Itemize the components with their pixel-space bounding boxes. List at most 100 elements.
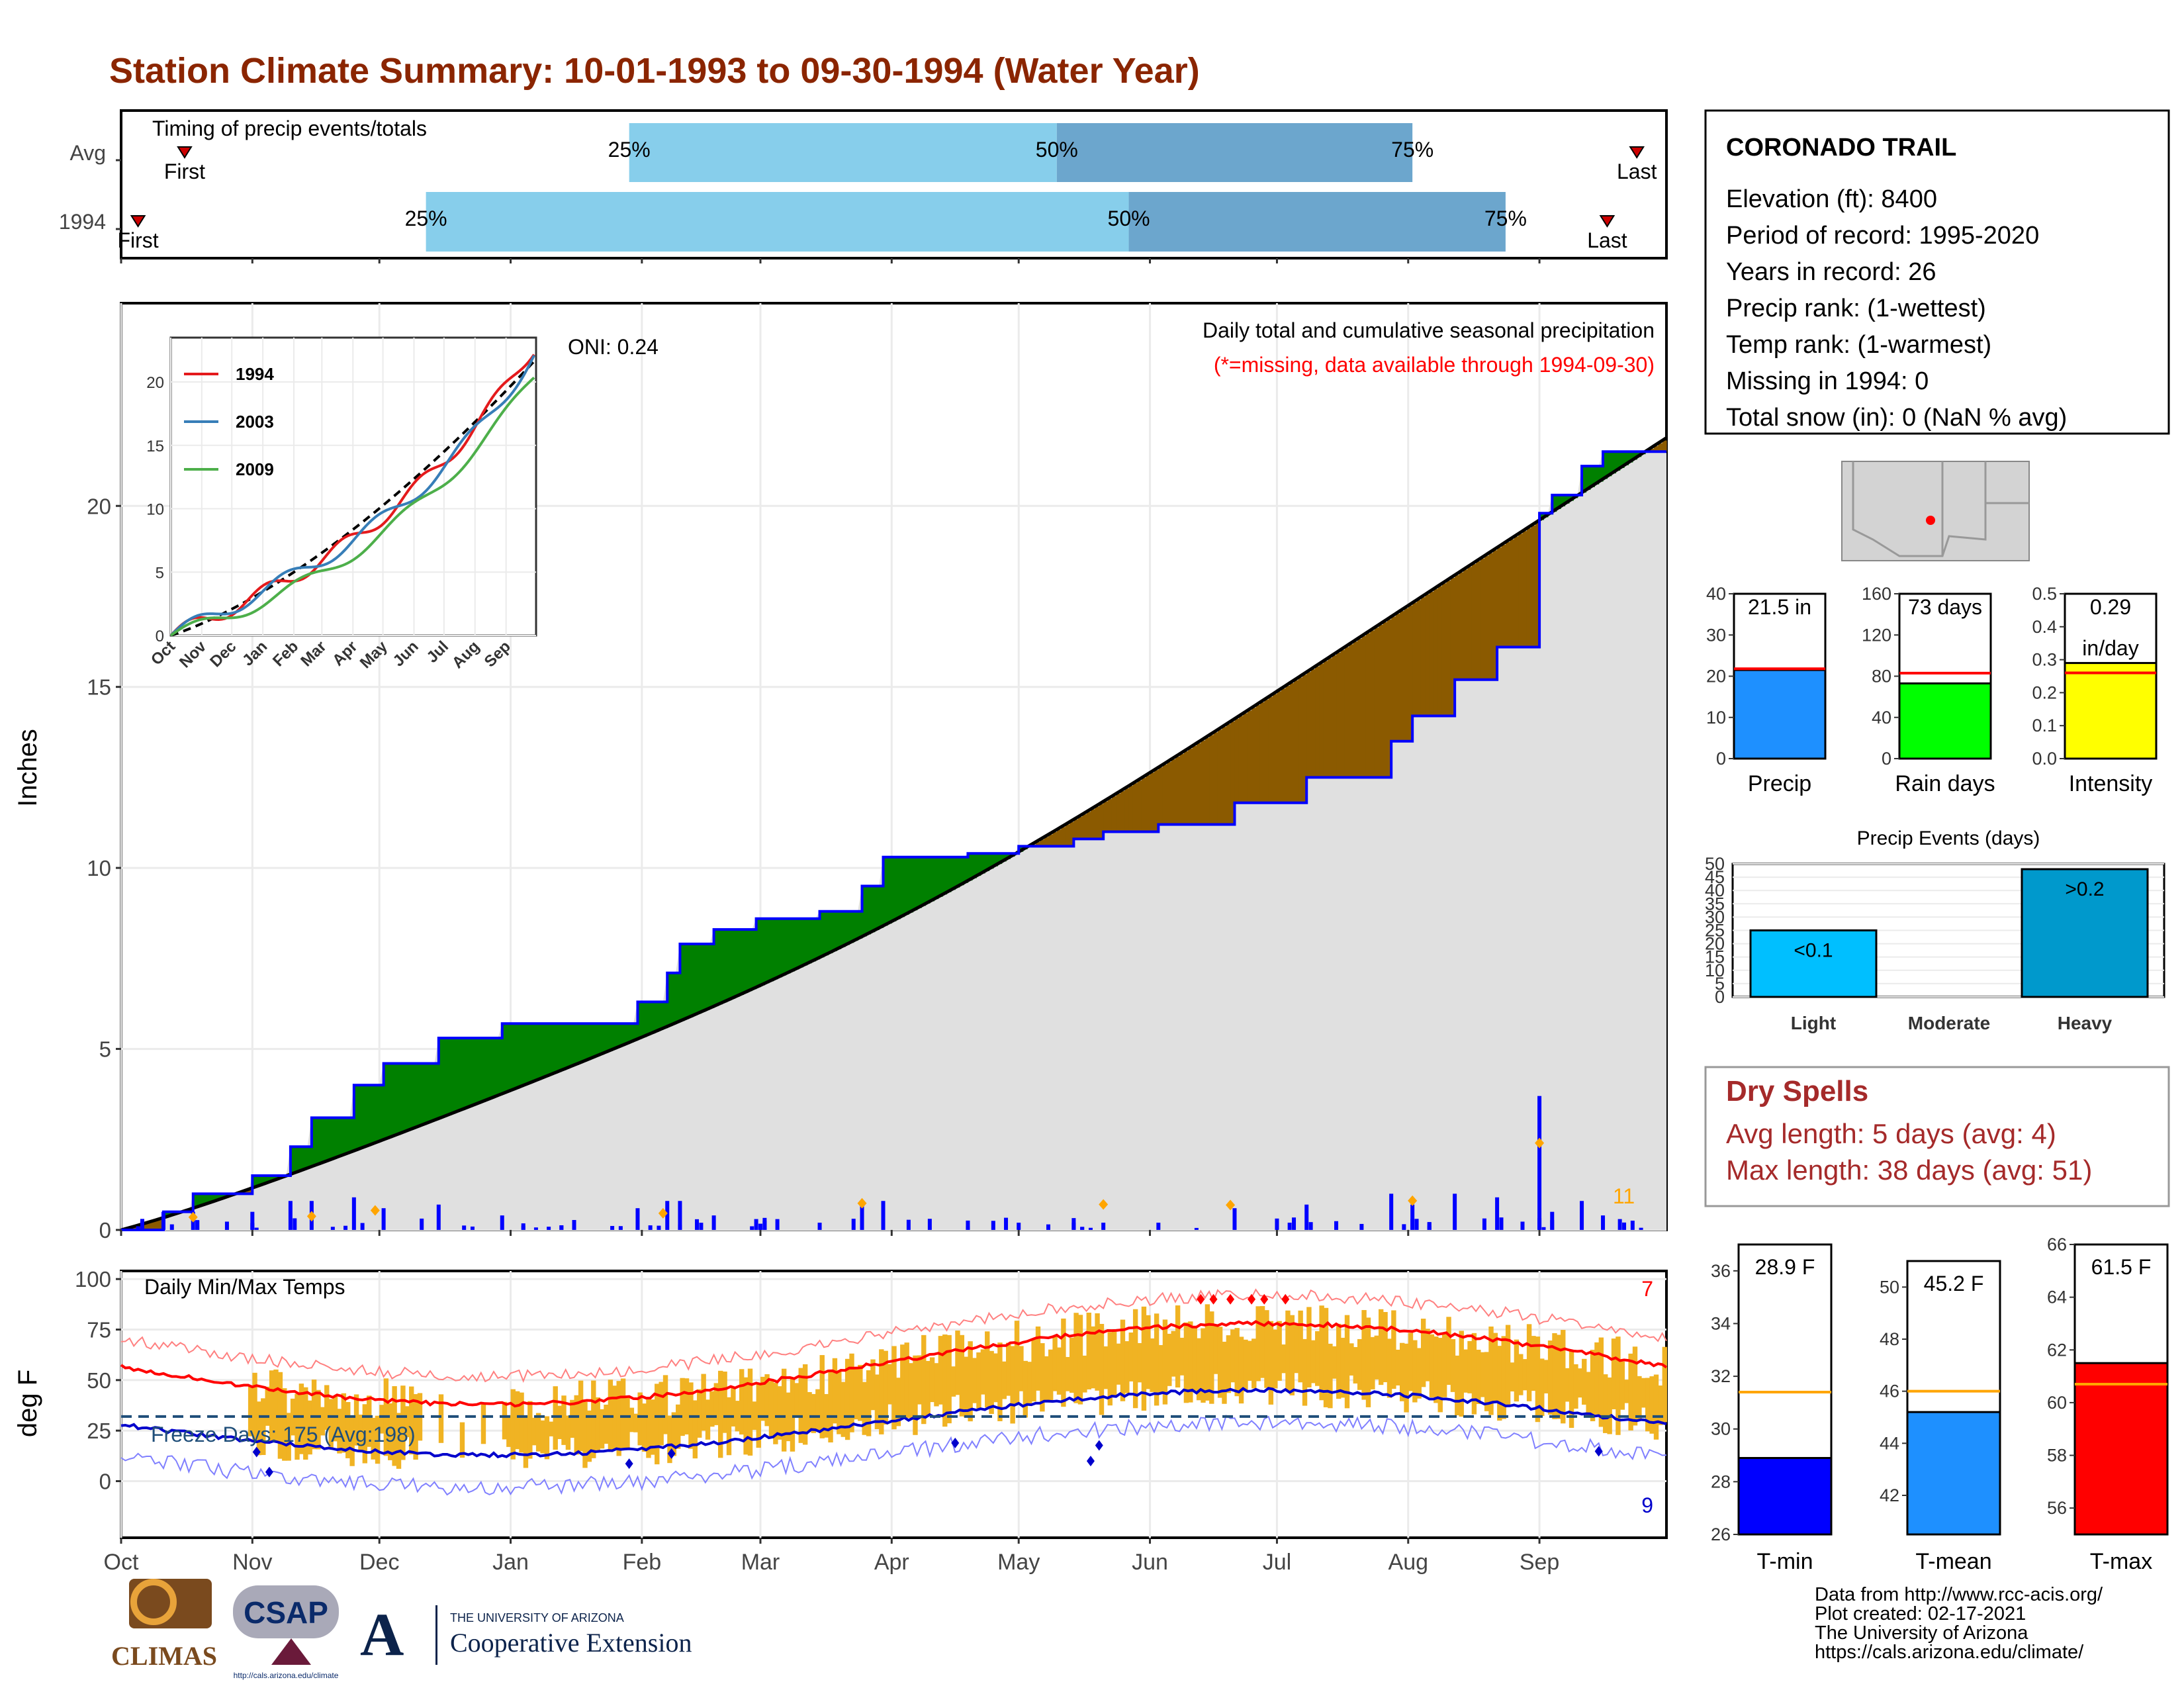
daily-temp-bar <box>1171 1331 1176 1377</box>
daily-precip-bar <box>665 1201 670 1230</box>
daily-temp-bar <box>320 1407 326 1436</box>
departure-band <box>616 1023 621 1048</box>
departure-band <box>1259 702 1265 803</box>
departure-band <box>1429 591 1434 716</box>
departure-band <box>837 911 842 949</box>
first-marker-icon <box>130 215 146 228</box>
inset-y-tick: 10 <box>146 501 164 519</box>
departure-band <box>1488 553 1494 680</box>
daily-temp-bar <box>273 1369 279 1442</box>
daily-precip-bar <box>648 1225 653 1230</box>
departure-band <box>163 1211 168 1218</box>
csap-logo-text: CSAP <box>244 1595 328 1630</box>
daily-temp-bar <box>1374 1335 1379 1380</box>
cold-day-marker <box>951 1437 960 1448</box>
daily-temp-bar <box>1328 1343 1333 1409</box>
timing-row-avg: Avg <box>69 141 106 165</box>
month-label: Nov <box>232 1550 272 1575</box>
departure-band <box>1603 451 1608 479</box>
summary-bar-name: Precip <box>1748 771 1811 796</box>
daily-temp-bar <box>1230 1329 1236 1383</box>
daily-temp-bar <box>1565 1368 1570 1402</box>
daily-precip-bar <box>1537 1218 1542 1230</box>
daily-temp-bar <box>1238 1336 1244 1404</box>
departure-band <box>582 1023 588 1062</box>
temp-bar <box>1906 1411 2001 1536</box>
daily-temp-bar <box>1306 1307 1312 1388</box>
departure-band <box>392 1063 397 1137</box>
inset-y-tick: 0 <box>156 628 164 645</box>
temp-ylabel: deg F <box>13 1370 42 1437</box>
timing-pct-label: 75% <box>1391 138 1433 162</box>
ua-extension-logo: A THE UNIVERSITY OF ARIZONA Cooperative … <box>360 1601 692 1668</box>
departure-band <box>777 918 782 978</box>
daily-precip-bar <box>288 1201 293 1230</box>
daily-temp-bar <box>388 1403 393 1460</box>
daily-temp-bar <box>1505 1325 1511 1406</box>
departure-band <box>1298 677 1303 803</box>
departure-band <box>1336 652 1342 778</box>
departure-band <box>1230 721 1236 825</box>
timing-row-1994: 1994 <box>59 210 106 234</box>
daily-temp-bar <box>1073 1313 1079 1403</box>
daily-temp-bar <box>950 1366 956 1397</box>
departure-band <box>570 1023 575 1067</box>
daily-temp-bar <box>1590 1350 1596 1421</box>
first-label: First <box>164 160 205 183</box>
departure-band <box>1497 547 1502 647</box>
departure-band <box>743 929 749 994</box>
departure-band <box>1441 583 1447 716</box>
daily-precip-bar <box>1194 1227 1199 1230</box>
departure-band <box>1069 821 1074 847</box>
cold-day-marker <box>625 1458 633 1470</box>
daily-temp-bar <box>553 1386 558 1450</box>
departure-band <box>964 857 969 883</box>
events-tick-label: 35 <box>1705 894 1725 914</box>
daily-temp-bar <box>925 1360 931 1417</box>
observed-cumulative-line <box>121 450 1666 1231</box>
daily-temp-bar <box>1111 1332 1117 1396</box>
departure-band <box>1628 451 1633 463</box>
departure-band <box>1306 672 1312 778</box>
daily-temp-bar <box>1031 1339 1036 1402</box>
departure-band <box>1052 831 1058 847</box>
daily-temp-bar <box>502 1401 508 1440</box>
daily-temp-bar <box>1116 1343 1121 1385</box>
departure-band <box>1146 775 1151 832</box>
daily-precip-bar <box>618 1226 623 1230</box>
events-tick-label: 45 <box>1705 867 1725 887</box>
daily-temp-bar <box>438 1394 444 1443</box>
daily-temp-bar <box>844 1358 850 1440</box>
departure-band <box>1277 691 1282 803</box>
departure-band <box>1459 572 1464 680</box>
departure-band <box>612 1023 617 1050</box>
cold-day-marker <box>1086 1456 1095 1467</box>
daily-temp-bar <box>1259 1306 1265 1378</box>
daily-temp-bar <box>341 1393 347 1453</box>
daily-temp-bar <box>964 1356 969 1418</box>
daily-precip-bar <box>140 1219 144 1230</box>
daily-precip-bar <box>1537 1096 1542 1230</box>
map-frame <box>1841 461 2030 561</box>
daily-temp-bar <box>1429 1334 1435 1398</box>
daily-precip-bar <box>436 1204 441 1230</box>
daily-temp-bar <box>1395 1349 1400 1385</box>
summary-tick-label: 0 <box>1716 749 1726 769</box>
daily-temp-bar <box>735 1401 740 1432</box>
daily-temp-bar <box>1213 1325 1218 1374</box>
departure-band <box>455 1038 461 1112</box>
daily-temp-bar <box>1624 1380 1629 1403</box>
departure-band <box>1175 756 1180 825</box>
departure-band <box>1535 522 1540 647</box>
departure-band <box>358 1085 363 1149</box>
daily-temp-bar <box>1531 1336 1536 1391</box>
events-bar <box>1749 929 1878 998</box>
climas-logo-text: CLIMAS <box>111 1641 217 1671</box>
daily-temp-bar <box>1518 1354 1524 1395</box>
daily-temp-bar <box>722 1371 727 1433</box>
daily-temp-bar <box>1065 1356 1070 1391</box>
departure-band <box>637 1002 643 1039</box>
daily-precip-bar <box>906 1219 911 1230</box>
departure-band <box>290 1147 295 1174</box>
